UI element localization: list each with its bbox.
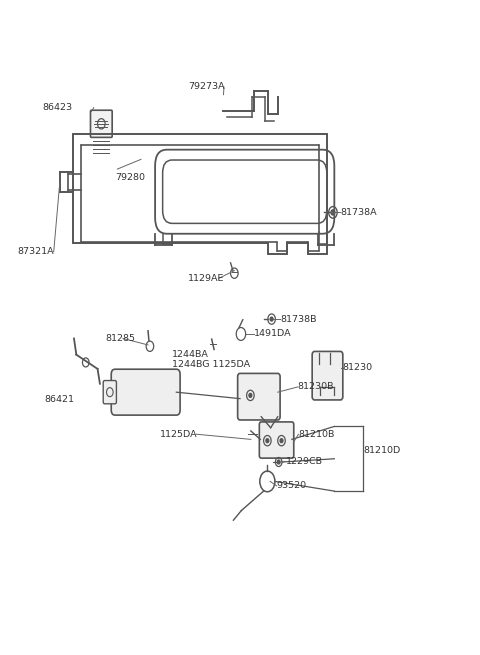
Circle shape: [280, 439, 283, 443]
Text: 86423: 86423: [42, 103, 72, 112]
Text: 1491DA: 1491DA: [254, 329, 292, 339]
Text: 1125DA: 1125DA: [160, 430, 197, 439]
FancyBboxPatch shape: [259, 422, 294, 458]
Text: 1244BG 1125DA: 1244BG 1125DA: [172, 360, 250, 369]
Circle shape: [249, 394, 252, 398]
Text: 79273A: 79273A: [188, 83, 225, 92]
Text: 81738B: 81738B: [280, 314, 317, 324]
Circle shape: [266, 439, 269, 443]
Circle shape: [331, 210, 335, 215]
Text: 81285: 81285: [106, 334, 135, 343]
Text: 1229CB: 1229CB: [286, 457, 323, 466]
FancyBboxPatch shape: [238, 373, 280, 420]
Circle shape: [277, 460, 280, 464]
Text: 1244BA: 1244BA: [172, 350, 209, 359]
Text: 81738A: 81738A: [340, 208, 377, 217]
FancyBboxPatch shape: [103, 381, 117, 403]
FancyBboxPatch shape: [111, 369, 180, 415]
Circle shape: [270, 317, 273, 321]
Text: 87321A: 87321A: [17, 248, 54, 256]
Text: 86421: 86421: [44, 396, 74, 404]
Text: 81230: 81230: [343, 363, 373, 372]
Text: 81210B: 81210B: [299, 430, 335, 439]
Text: 81210D: 81210D: [363, 446, 401, 455]
Text: 79280: 79280: [115, 173, 145, 182]
FancyBboxPatch shape: [312, 352, 343, 400]
Text: 1129AE: 1129AE: [188, 274, 225, 283]
FancyBboxPatch shape: [91, 110, 112, 138]
Text: 93520: 93520: [277, 481, 307, 491]
Text: 81230B: 81230B: [298, 383, 334, 392]
